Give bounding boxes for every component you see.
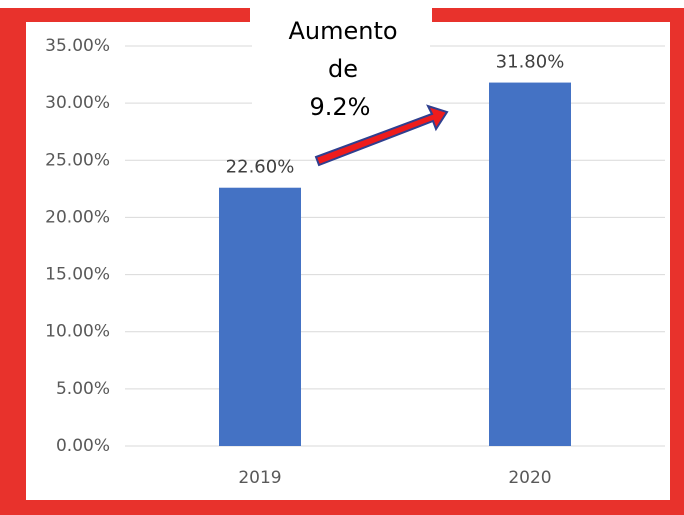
annotation: 9.2% [310, 93, 371, 121]
y-tick-label: 5.00% [56, 379, 110, 399]
frame-left [0, 8, 26, 515]
frame-bottom [0, 500, 684, 515]
bar [489, 82, 571, 447]
y-tick-label: 0.00% [56, 436, 110, 456]
y-tick-label: 35.00% [45, 36, 110, 56]
annotation-box [252, 8, 430, 128]
y-tick-label: 30.00% [45, 93, 110, 113]
bar [219, 187, 301, 446]
plot-area: 0.00% 5.00% 10.00% 15.00% 20.00% 25.00% 30.00%… [45, 36, 665, 488]
frame-right [670, 8, 684, 515]
data-label: 22.60% [226, 157, 295, 178]
arrow [314, 104, 449, 167]
y-tick-label: 25.00% [45, 150, 110, 170]
y-tick-label: 20.00% [45, 207, 110, 227]
annotation: Aumento [288, 17, 397, 45]
frame-top-right [432, 8, 684, 22]
frame-top-left [0, 8, 250, 22]
y-tick-label: 15.00% [45, 265, 110, 285]
x-tick-label: 2019 [238, 468, 281, 488]
annotation: de [328, 55, 358, 83]
y-tick-label: 10.00% [45, 322, 110, 342]
x-tick-label: 2020 [508, 468, 551, 488]
data-label: 31.80% [496, 52, 565, 73]
